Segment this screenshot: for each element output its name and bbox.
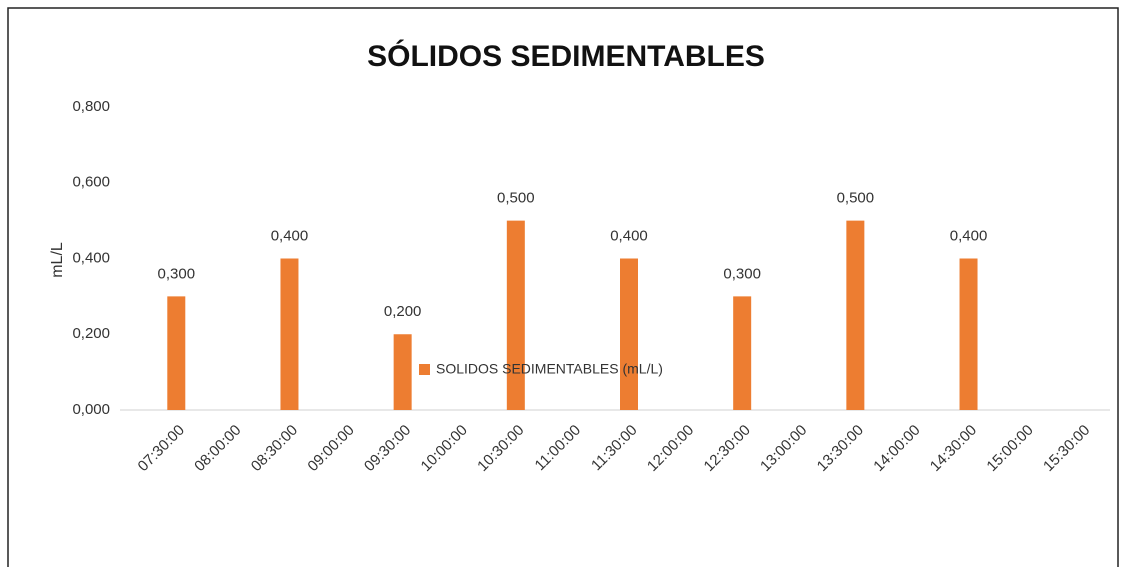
data-label: 0,500: [837, 190, 875, 207]
y-tick-label: 0,600: [72, 174, 110, 191]
legend-swatch: [419, 364, 430, 375]
bar: [620, 258, 638, 410]
bar: [846, 220, 865, 410]
x-tick-label: 10:00:00: [418, 422, 471, 475]
data-label: 0,200: [384, 303, 422, 320]
data-label: 0,400: [950, 227, 988, 244]
y-tick-label: 0,400: [72, 249, 110, 266]
y-tick-label: 0,800: [72, 98, 110, 115]
x-tick-label: 11:30:00: [588, 422, 641, 475]
frame: [7, 7, 1119, 567]
bar: [959, 258, 978, 410]
data-label: 0,300: [723, 265, 761, 282]
bar: [280, 258, 299, 410]
bar: [393, 334, 412, 410]
bar: [167, 296, 186, 410]
chart-title: SÓLIDOS SEDIMENTABLES: [367, 39, 765, 73]
x-tick-label: 15:30:00: [1040, 422, 1093, 475]
x-tick-label: 11:00:00: [532, 422, 585, 475]
x-tick-label: 09:00:00: [304, 422, 357, 475]
y-axis-label: mL/L: [49, 242, 66, 278]
data-label: 0,300: [158, 265, 196, 282]
x-tick-label: 13:00:00: [757, 422, 810, 475]
data-label: 0,500: [497, 190, 535, 207]
bar: [733, 296, 752, 410]
x-tick-label: 09:30:00: [361, 422, 414, 475]
x-tick-label: 14:30:00: [927, 422, 980, 475]
legend-label: SOLIDOS SEDIMENTABLES (mL/L): [436, 361, 663, 377]
x-tick-label: 13:30:00: [814, 422, 867, 475]
x-tick-label: 12:30:00: [701, 422, 754, 475]
y-tick-label: 0,200: [72, 325, 110, 342]
y-tick-label: 0,000: [72, 401, 110, 418]
x-tick-label: 12:00:00: [644, 422, 697, 475]
data-label: 0,400: [271, 227, 309, 244]
data-label: 0,400: [610, 227, 648, 244]
x-tick-label: 08:30:00: [248, 422, 301, 475]
x-tick-label: 07:30:00: [135, 422, 188, 475]
x-tick-label: 14:00:00: [870, 422, 923, 475]
x-tick-label: 10:30:00: [474, 422, 527, 475]
x-tick-label: 15:00:00: [983, 422, 1036, 475]
bar: [506, 220, 525, 410]
x-tick-label: 08:00:00: [191, 422, 244, 475]
